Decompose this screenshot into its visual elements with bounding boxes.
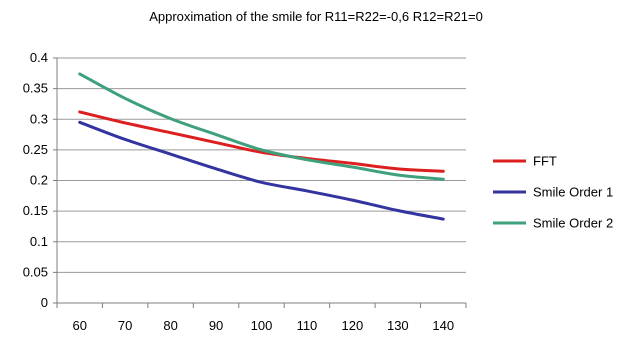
legend-label-smile-order-2: Smile Order 2 — [533, 216, 613, 231]
y-tick-label: 0 — [41, 295, 48, 310]
x-tick-label: 140 — [432, 318, 454, 333]
x-tick-label: 110 — [297, 318, 318, 333]
gridlines — [57, 57, 466, 273]
y-tick-label: 0.4 — [30, 50, 48, 65]
x-tick-label: 100 — [251, 318, 273, 333]
series-line-fft — [78, 110, 445, 173]
series-line-smile-order-1 — [78, 120, 445, 221]
y-tick-label: 0.3 — [30, 111, 48, 126]
chart-title: Approximation of the smile for R11=R22=-… — [149, 9, 483, 24]
x-tick-label: 130 — [387, 318, 409, 333]
x-tick-label: 90 — [209, 318, 223, 333]
series-lines — [78, 72, 445, 221]
y-tick-label: 0.05 — [23, 264, 48, 279]
axes: 0 0.05 0.1 0.15 0.2 0.25 0.3 0.35 0.4 60 70 80 90 100… — [23, 50, 467, 333]
x-tick-label: 70 — [118, 318, 132, 333]
series-line-smile-order-2 — [78, 72, 445, 181]
y-tick-label: 0.15 — [23, 203, 48, 218]
x-tick-label: 80 — [163, 318, 177, 333]
y-tick-label: 0.1 — [30, 234, 48, 249]
y-tick-label: 0.25 — [23, 142, 48, 157]
y-tick-label: 0.2 — [30, 173, 48, 188]
x-tick-label: 120 — [342, 318, 364, 333]
x-tick-label: 60 — [72, 318, 86, 333]
legend: FFT Smile Order 1 Smile Order 2 — [493, 154, 613, 231]
legend-label-smile-order-1: Smile Order 1 — [533, 185, 613, 200]
legend-label-fft: FFT — [533, 154, 557, 169]
y-tick-label: 0.35 — [23, 81, 48, 96]
